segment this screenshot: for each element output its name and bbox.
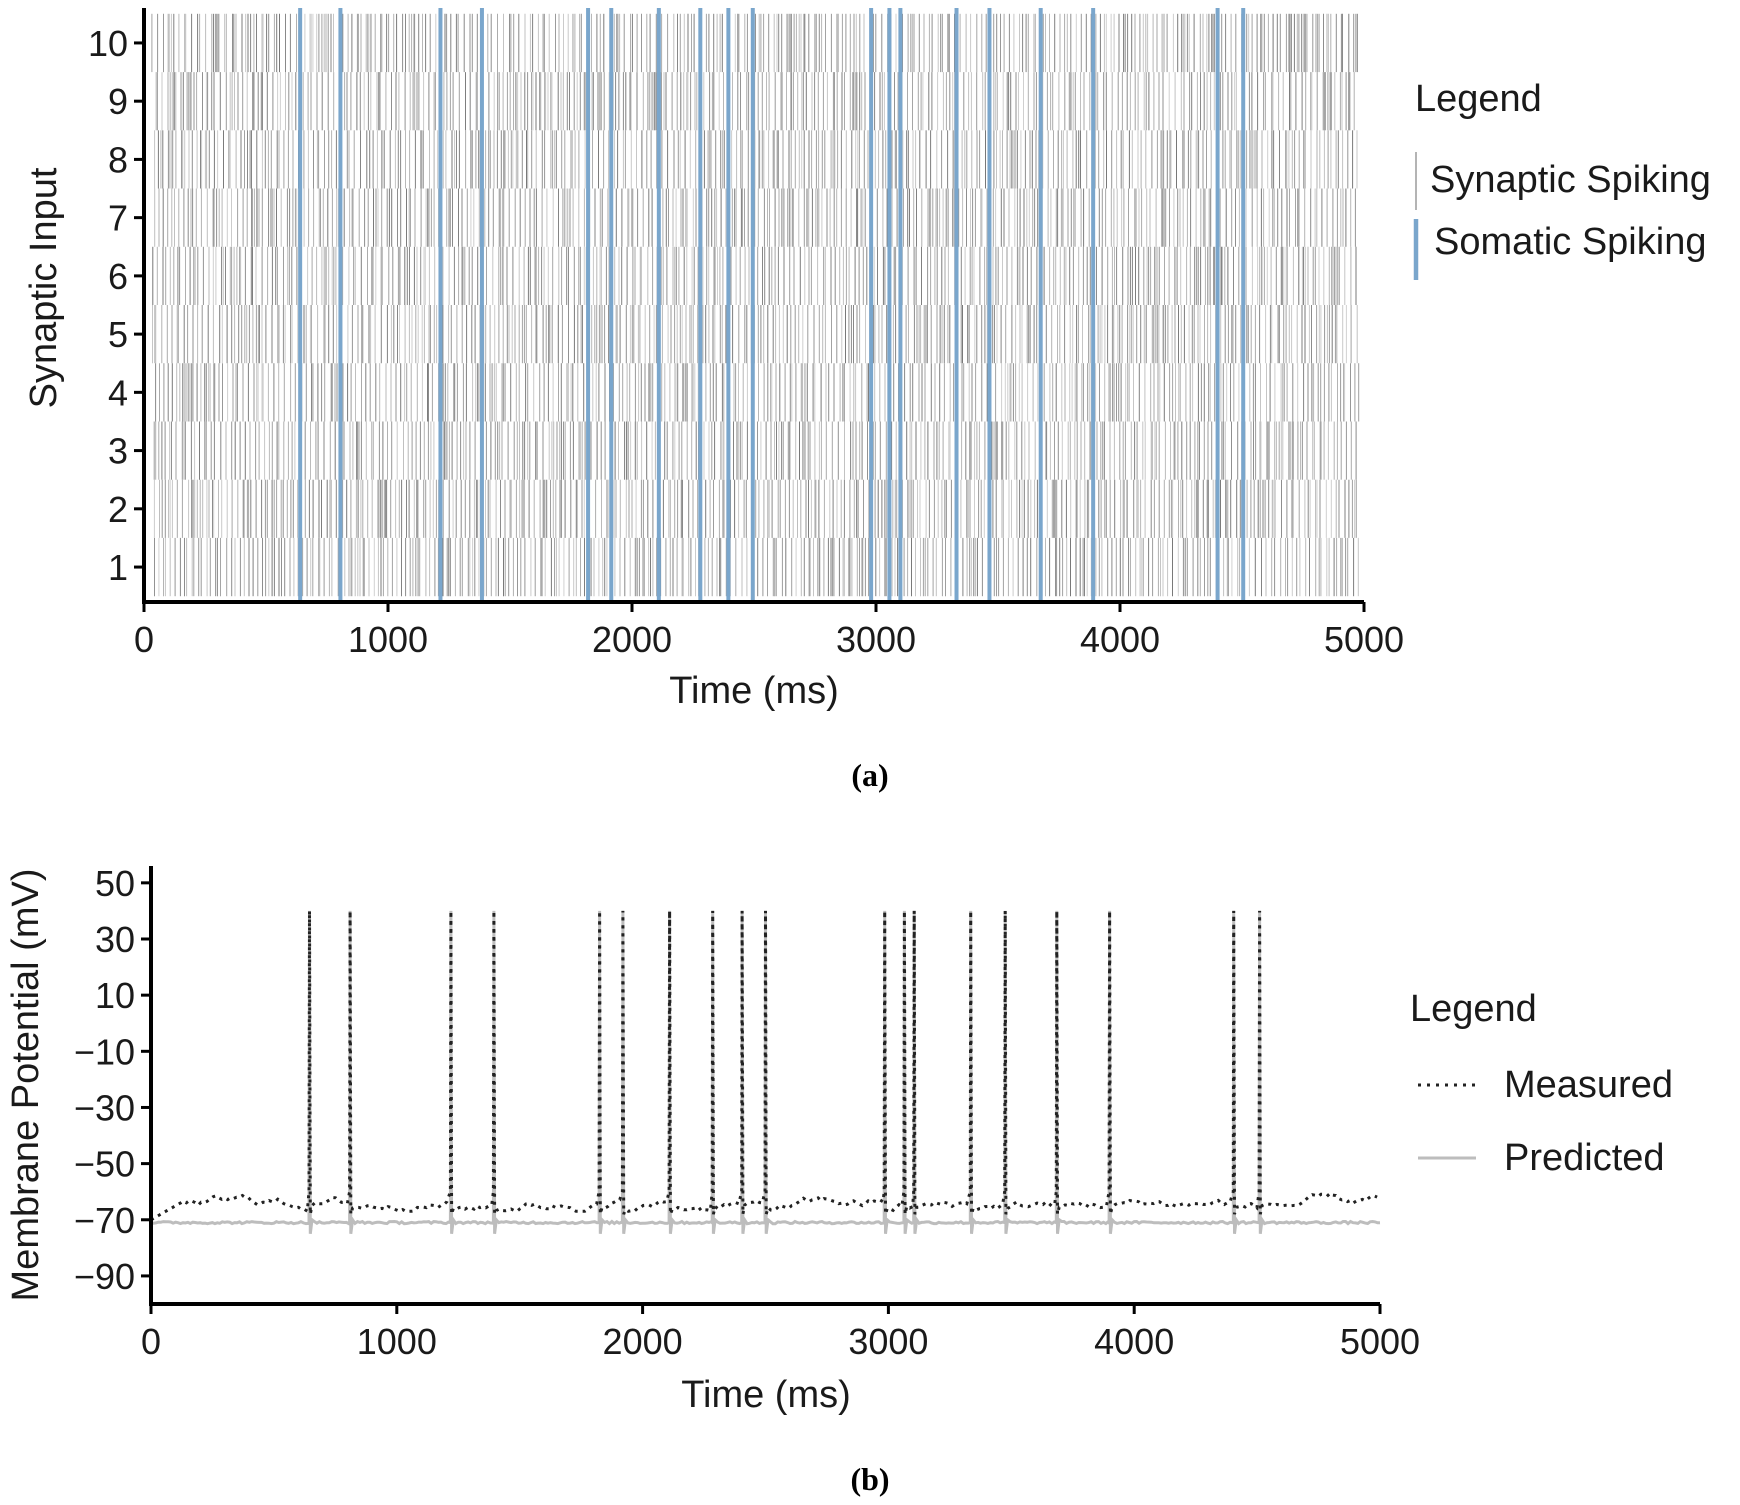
panel-b: 50 30 10 −10 −30 −50 −70 −90 0 1000 2000 3000 4000 5… bbox=[5, 863, 1673, 1497]
y-tick-label: 50 bbox=[95, 863, 135, 904]
measured-line bbox=[150, 910, 1378, 1222]
y-tick-label: 6 bbox=[108, 256, 128, 297]
legend-label-measured: Measured bbox=[1504, 1064, 1673, 1106]
legend-label-predicted: Predicted bbox=[1504, 1137, 1665, 1179]
panel-a-x-axis-title: Time (ms) bbox=[669, 670, 839, 712]
y-tick-label: −90 bbox=[74, 1256, 135, 1297]
y-tick-label: 2 bbox=[108, 489, 128, 530]
x-tick-label: 0 bbox=[141, 1321, 161, 1362]
panel-b-caption: (b) bbox=[850, 1461, 889, 1497]
x-tick-label: 1000 bbox=[348, 619, 428, 660]
x-tick-label: 1000 bbox=[357, 1321, 437, 1362]
panel-b-legend-title: Legend bbox=[1410, 988, 1537, 1030]
panel-a-legend-title: Legend bbox=[1415, 78, 1542, 120]
panel-b-y-ticks: 50 30 10 −10 −30 −50 −70 −90 bbox=[74, 863, 151, 1297]
y-tick-label: 3 bbox=[108, 431, 128, 472]
x-tick-label: 3000 bbox=[848, 1321, 928, 1362]
x-tick-label: 4000 bbox=[1094, 1321, 1174, 1362]
panel-a-caption: (a) bbox=[851, 757, 888, 793]
y-tick-label: 7 bbox=[108, 198, 128, 239]
panel-a-y-ticks: 1 2 3 4 5 6 7 8 9 10 bbox=[88, 23, 144, 588]
y-tick-label: 9 bbox=[108, 81, 128, 122]
panel-b-y-axis-title: Membrane Potential (mV) bbox=[5, 869, 47, 1302]
panel-a: 1 2 3 4 5 6 7 8 9 10 0 1000 2000 3000 4000 5000 Time (… bbox=[23, 8, 1711, 793]
y-tick-label: 4 bbox=[108, 372, 128, 413]
y-tick-label: −30 bbox=[74, 1087, 135, 1128]
y-tick-label: 10 bbox=[88, 23, 128, 64]
y-tick-label: 10 bbox=[95, 975, 135, 1016]
y-tick-label: −50 bbox=[74, 1144, 135, 1185]
y-tick-label: 5 bbox=[108, 314, 128, 355]
legend-label-somatic-spiking: Somatic Spiking bbox=[1434, 221, 1706, 263]
x-tick-label: 4000 bbox=[1080, 619, 1160, 660]
panel-a-y-axis-title: Synaptic Input bbox=[23, 167, 65, 408]
y-tick-label: 8 bbox=[108, 139, 128, 180]
y-tick-label: 30 bbox=[95, 919, 135, 960]
x-tick-label: 2000 bbox=[592, 619, 672, 660]
panel-a-legend: Legend Synaptic Spiking Somatic Spiking bbox=[1413, 78, 1711, 280]
x-tick-label: 5000 bbox=[1340, 1321, 1420, 1362]
panel-a-x-ticks: 0 1000 2000 3000 4000 5000 bbox=[134, 602, 1404, 660]
y-tick-label: 1 bbox=[108, 547, 128, 588]
x-tick-label: 2000 bbox=[603, 1321, 683, 1362]
somatic-spike-lines bbox=[298, 8, 1246, 602]
synaptic-spike-raster bbox=[151, 13, 1360, 597]
x-tick-label: 5000 bbox=[1324, 619, 1404, 660]
panel-b-x-axis-title: Time (ms) bbox=[681, 1374, 851, 1416]
x-tick-label: 0 bbox=[134, 619, 154, 660]
y-tick-label: −10 bbox=[74, 1031, 135, 1072]
x-tick-label: 3000 bbox=[836, 619, 916, 660]
panel-b-x-ticks: 0 1000 2000 3000 4000 5000 bbox=[141, 1304, 1420, 1362]
predicted-line bbox=[150, 910, 1381, 1234]
membrane-potential-lines bbox=[150, 910, 1381, 1234]
y-tick-label: −70 bbox=[74, 1200, 135, 1241]
panel-b-legend: Legend Measured Predicted bbox=[1410, 988, 1673, 1179]
legend-label-synaptic-spiking: Synaptic Spiking bbox=[1430, 159, 1711, 201]
